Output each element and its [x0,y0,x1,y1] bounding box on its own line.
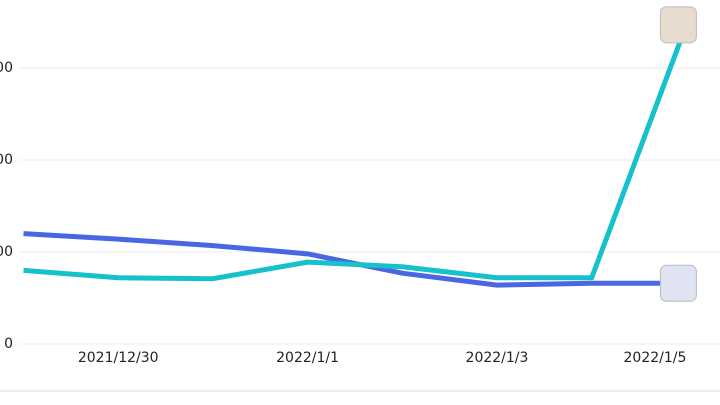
x-tick-label: 2021/12/30 [78,350,159,366]
avatar-icon [659,264,697,302]
y-tick-label: 0 [4,336,13,352]
x-tick-label: 2022/1/1 [276,350,339,366]
y-tick-label: 00 [0,152,13,168]
series-line [23,23,689,282]
y-tick-label: 00 [0,60,13,76]
x-tick-label: 2022/1/5 [624,350,687,366]
x-tick-label: 2022/1/3 [466,350,529,366]
avatar-icon [659,6,697,44]
y-tick-label: 00 [0,244,13,260]
